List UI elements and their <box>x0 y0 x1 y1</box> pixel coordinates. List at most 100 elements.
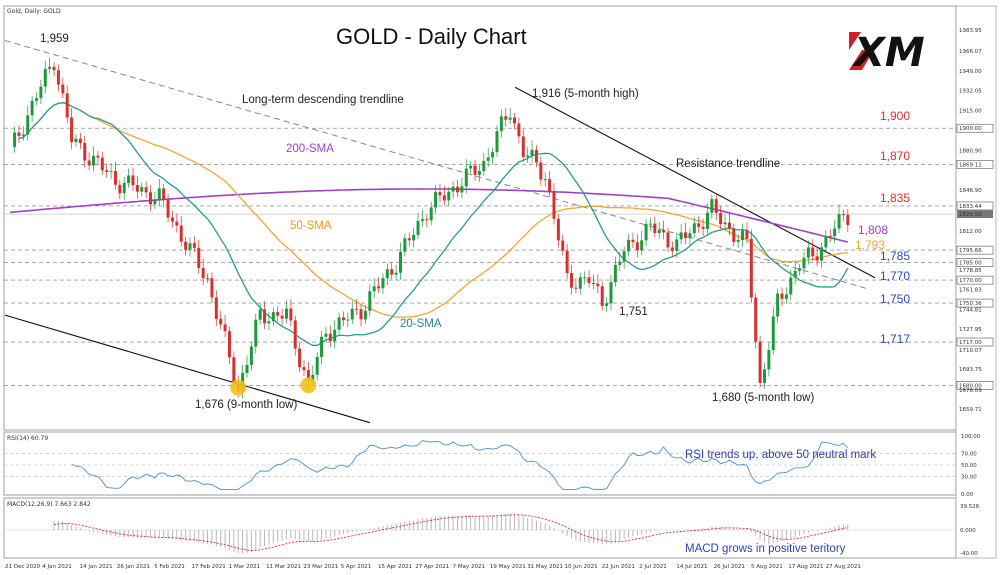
candle-body <box>556 218 560 241</box>
y-tick-label: 1727.95 <box>959 327 982 333</box>
candle-body <box>407 238 411 241</box>
candle-body <box>324 333 328 337</box>
macd-signal-line <box>53 514 848 551</box>
y-tick-label: 1676.09 <box>959 388 982 394</box>
candle-body <box>846 214 850 226</box>
candle-body <box>745 230 749 239</box>
level-box <box>956 160 994 169</box>
rsi-plot: 100.00 70.00 50.00 30.00 0.00 <box>4 434 981 498</box>
candle-body <box>771 316 775 351</box>
candle-body <box>464 168 468 187</box>
candle-body <box>732 228 736 242</box>
level-1750: 1,750 <box>880 292 910 306</box>
candle-body <box>157 188 161 201</box>
candle-body <box>749 238 753 298</box>
candle-body <box>105 170 109 172</box>
candle-body <box>201 267 205 279</box>
candle-body <box>92 155 96 166</box>
low-marker <box>230 379 247 396</box>
candle-body <box>232 357 236 383</box>
y-tick-label: 1966.07 <box>959 49 982 55</box>
main-panel <box>3 5 957 431</box>
candle-body <box>87 160 91 166</box>
candle-body <box>762 369 766 383</box>
candle-body <box>425 219 429 221</box>
macd-tick-label: -40.00 <box>960 551 978 557</box>
candle-body <box>109 171 113 173</box>
level-box <box>956 381 994 390</box>
candle-body <box>600 286 604 306</box>
candle-body <box>587 277 591 284</box>
x-date-label: 21 Dec 2020 <box>5 564 41 570</box>
candle-body <box>166 199 170 218</box>
candle-body <box>824 235 828 248</box>
candle-body <box>442 195 446 201</box>
candle-body <box>368 291 372 311</box>
candle-body <box>552 192 556 219</box>
candle-body <box>311 374 315 382</box>
candle-body <box>613 264 617 283</box>
candle-body <box>420 219 424 222</box>
low-marker <box>300 377 317 394</box>
candle-body <box>289 308 293 321</box>
candle-body <box>670 247 674 251</box>
candle-body <box>320 336 324 357</box>
macd-tick-label: 0.000 <box>960 528 976 534</box>
low-1676-label: 1,676 (9-month low) <box>195 399 297 411</box>
x-date-label: 17 Aug 2021 <box>788 564 823 570</box>
level-box <box>956 275 994 285</box>
candle-body <box>833 228 837 237</box>
candle-body <box>819 247 823 261</box>
resistance-trendline <box>514 86 876 279</box>
candle-body <box>26 115 30 135</box>
candle-body <box>341 317 345 321</box>
candle-body <box>591 283 595 285</box>
candle-body <box>784 294 788 299</box>
candle-body <box>539 162 543 180</box>
candle-body <box>377 286 381 289</box>
candle-body <box>526 155 530 158</box>
candle-body <box>806 247 810 258</box>
x-date-label: 14 Jan 2021 <box>80 564 113 570</box>
candle-body <box>197 247 201 268</box>
candle-body <box>131 175 135 186</box>
rsi-tick-label: 70.00 <box>961 451 977 457</box>
candle-body <box>662 230 666 233</box>
rsi-panel <box>3 431 957 496</box>
y-tick-label: 1744.81 <box>959 308 982 314</box>
candle-body <box>776 293 780 317</box>
candle-body <box>583 277 587 279</box>
candle-body <box>451 186 455 192</box>
sma50-line <box>18 102 848 318</box>
candle-body <box>727 222 731 229</box>
high-1916-label: 1,916 (5-month high) <box>532 88 639 100</box>
x-date-label: 14 Jul 2021 <box>676 564 707 570</box>
logo-text: XM <box>851 30 925 76</box>
candle-body <box>710 199 714 213</box>
candle-body <box>355 308 359 310</box>
level-box <box>956 123 994 133</box>
sma50-label: 50-SMA <box>290 220 332 232</box>
lower-channel-trendline <box>4 314 371 424</box>
candle-body <box>74 138 78 143</box>
y-tick-label: 1949.00 <box>959 69 982 75</box>
x-date-label: 23 Mar 2021 <box>303 564 338 570</box>
candle-body <box>61 84 65 94</box>
candle-body <box>267 321 271 324</box>
candle-body <box>144 187 148 193</box>
candle-body <box>534 149 538 163</box>
y-tick-label: 1761.83 <box>959 288 982 294</box>
candle-body <box>684 232 688 238</box>
candle-body <box>648 223 652 225</box>
candle-body <box>78 138 82 144</box>
level-box <box>956 337 994 347</box>
candle-body <box>705 212 709 229</box>
candle-body <box>767 350 771 370</box>
level-box <box>956 245 994 255</box>
candle-body <box>398 251 402 273</box>
x-axis-labels: 21 Dec 2020 4 Jan 2021 14 Jan 2021 26 Jan 2… <box>5 564 861 570</box>
candle-body <box>723 222 727 225</box>
x-date-label: 15 Apr 2021 <box>378 564 412 570</box>
candle-body <box>214 297 218 319</box>
